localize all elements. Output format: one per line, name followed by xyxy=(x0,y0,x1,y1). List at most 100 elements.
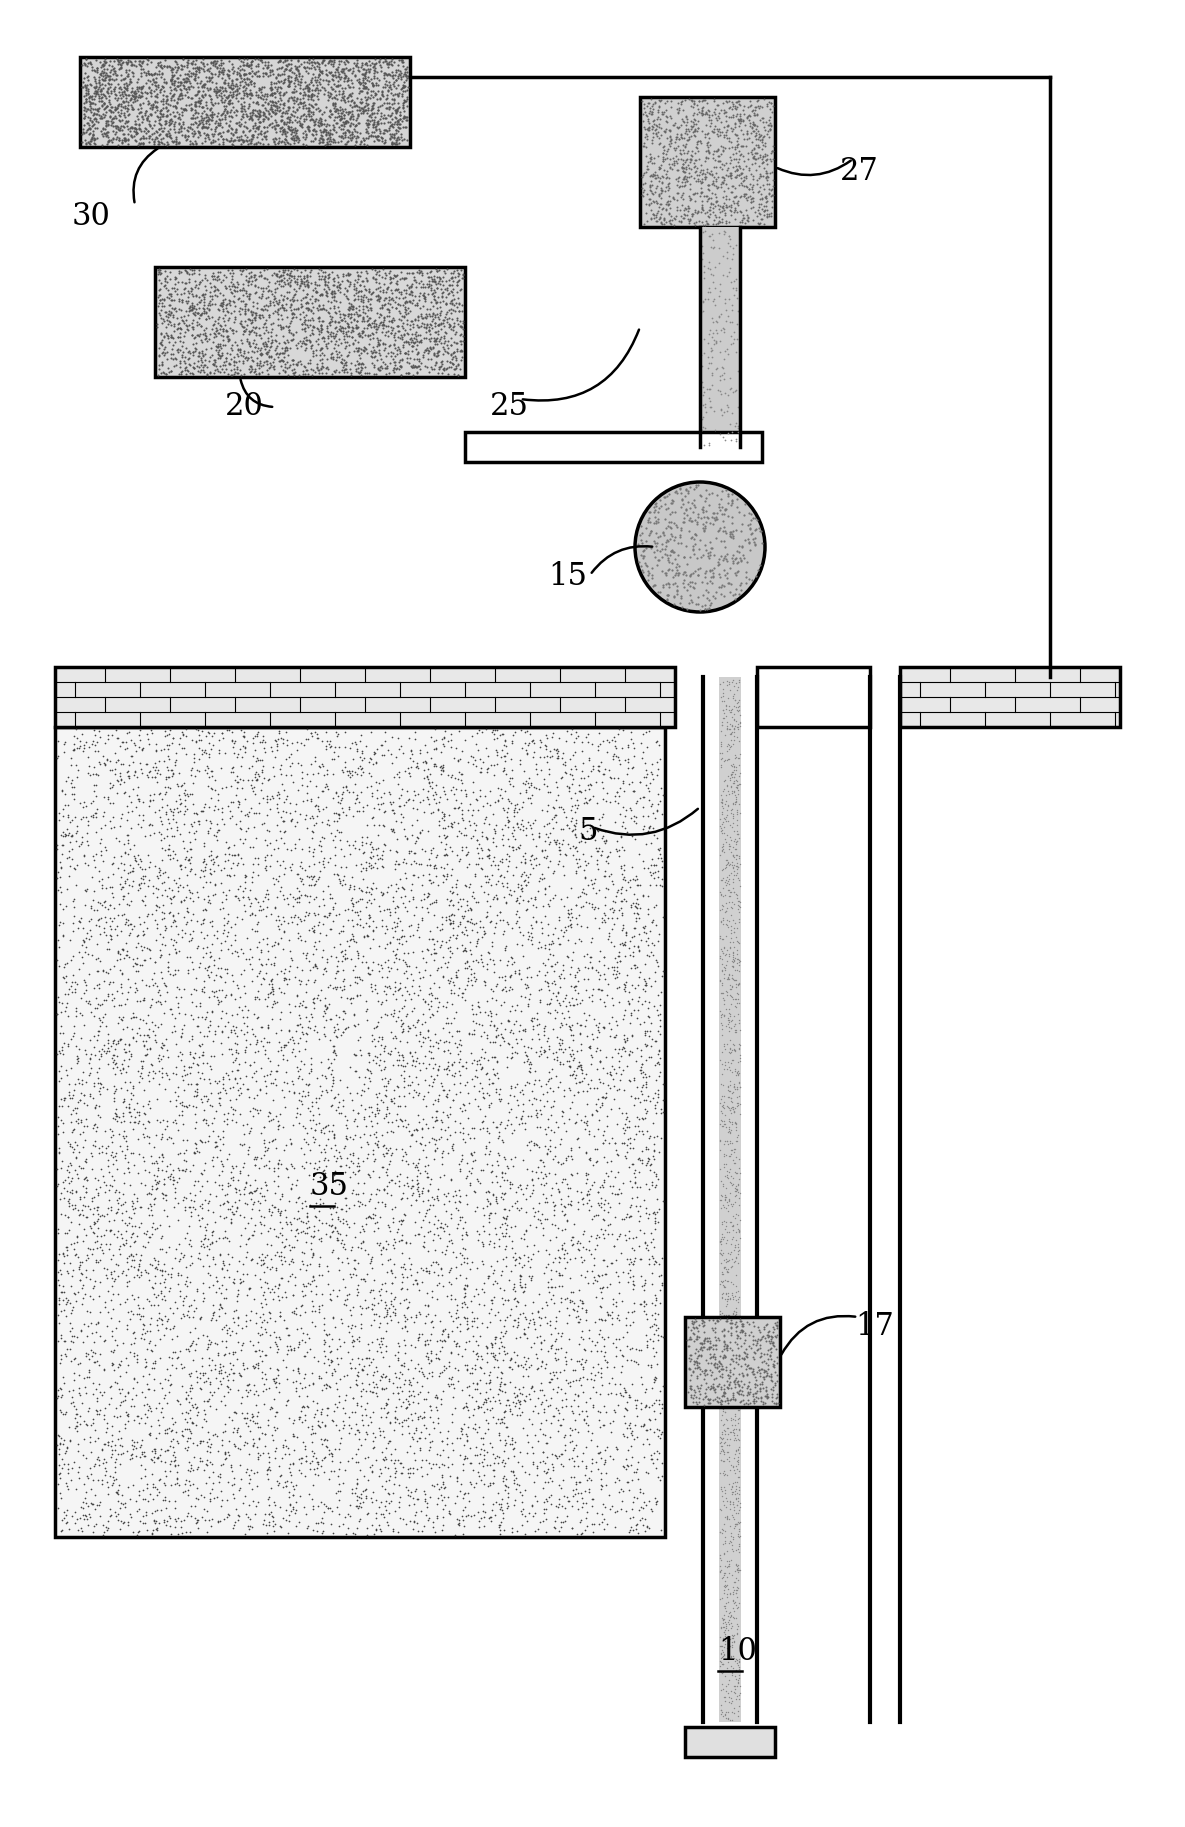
Point xyxy=(636,1018,655,1047)
Point xyxy=(624,888,643,917)
Point xyxy=(108,1189,127,1219)
Point xyxy=(472,1423,491,1452)
Point xyxy=(713,150,732,179)
Point xyxy=(85,1109,104,1138)
Point xyxy=(262,965,281,994)
Point xyxy=(681,1365,700,1394)
Point xyxy=(590,1405,609,1434)
Point xyxy=(668,192,687,221)
Point xyxy=(364,868,383,897)
Point xyxy=(549,723,568,753)
Point xyxy=(724,1299,743,1328)
Point xyxy=(756,183,775,212)
Point xyxy=(351,300,370,329)
Point xyxy=(649,205,668,234)
Point xyxy=(265,106,284,135)
Point xyxy=(104,1462,123,1491)
Point xyxy=(219,1023,238,1052)
Point xyxy=(366,1370,385,1399)
Point xyxy=(719,1551,738,1580)
Point xyxy=(239,797,258,826)
Point xyxy=(179,287,198,316)
Point xyxy=(723,762,742,791)
Point xyxy=(379,307,398,336)
Point xyxy=(166,1078,185,1107)
Point xyxy=(395,990,414,1019)
Point xyxy=(194,831,213,861)
Point xyxy=(49,924,68,954)
Point xyxy=(275,258,294,287)
Point xyxy=(711,751,730,780)
Point xyxy=(268,128,287,157)
Point xyxy=(664,537,683,566)
Point xyxy=(688,502,707,532)
Point xyxy=(636,1233,655,1262)
Point xyxy=(118,88,137,117)
Point xyxy=(576,1515,595,1544)
Point xyxy=(424,281,443,311)
Point xyxy=(299,870,318,899)
Point xyxy=(217,998,236,1027)
Point xyxy=(633,782,652,811)
Point xyxy=(339,932,358,961)
Point xyxy=(713,1379,732,1409)
Point xyxy=(161,1447,180,1476)
Point xyxy=(154,1169,173,1199)
Point xyxy=(154,93,173,122)
Point xyxy=(288,102,307,132)
Point xyxy=(467,850,486,879)
Point xyxy=(335,1284,354,1314)
Point xyxy=(199,68,218,97)
Point xyxy=(539,1250,558,1279)
Point xyxy=(200,347,219,376)
Point xyxy=(243,267,262,296)
Point xyxy=(246,100,265,130)
Point xyxy=(235,1403,254,1432)
Point xyxy=(194,285,213,314)
Point xyxy=(152,303,171,333)
Point xyxy=(726,1323,745,1352)
Point xyxy=(256,1341,275,1370)
Point xyxy=(158,305,177,334)
Point xyxy=(693,495,712,524)
Point xyxy=(309,1509,328,1538)
Point xyxy=(611,946,630,976)
Point xyxy=(226,1036,245,1065)
Point xyxy=(275,977,294,1007)
Point xyxy=(401,1460,419,1489)
Point xyxy=(361,1093,380,1122)
Point xyxy=(737,1339,756,1368)
Point xyxy=(269,1197,288,1226)
Point xyxy=(462,970,481,999)
Point xyxy=(191,1018,210,1047)
Point xyxy=(307,935,326,965)
Point xyxy=(318,948,337,977)
Point xyxy=(448,1463,467,1493)
Point xyxy=(704,1372,723,1401)
Point xyxy=(545,1160,564,1189)
Point xyxy=(341,303,360,333)
Point xyxy=(479,809,498,839)
Point xyxy=(288,124,307,153)
Point xyxy=(754,148,773,177)
Point xyxy=(345,88,364,117)
Point xyxy=(376,115,395,144)
Point xyxy=(267,322,286,351)
Point xyxy=(223,1040,242,1069)
Point xyxy=(257,829,276,859)
Point xyxy=(405,290,424,320)
Point xyxy=(224,1268,243,1297)
Point xyxy=(280,261,299,290)
Point xyxy=(536,879,555,908)
Point xyxy=(286,71,305,100)
Point xyxy=(339,117,358,146)
Point xyxy=(629,870,648,899)
Point xyxy=(333,55,352,84)
Point xyxy=(628,1518,647,1547)
Point xyxy=(542,1284,561,1314)
Point xyxy=(754,1389,773,1418)
Point xyxy=(744,183,763,212)
Point xyxy=(341,1122,360,1151)
Point xyxy=(239,259,258,289)
Point xyxy=(185,1491,204,1520)
